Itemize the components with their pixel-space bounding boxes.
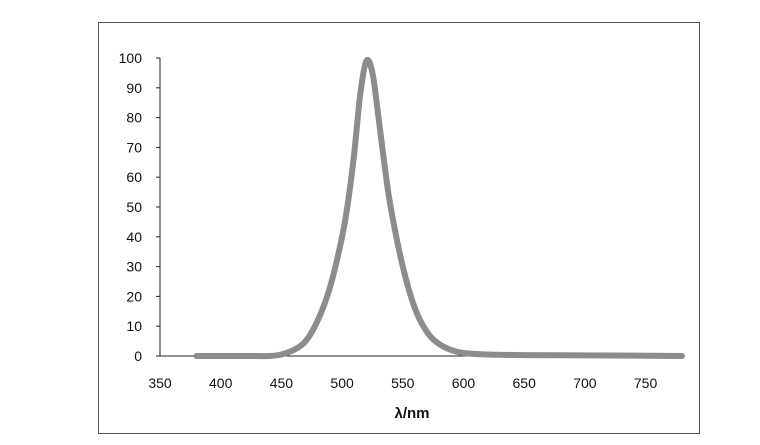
x-tick-label: 350 [148,375,172,391]
y-tick-label: 90 [126,80,142,96]
x-tick-label: 450 [270,375,294,391]
y-tick-label: 20 [126,288,142,304]
y-tick-label: 80 [126,110,142,126]
x-axis-title: λ/nm [394,405,429,422]
x-tick-label: 750 [634,375,658,391]
x-axis: 350 400 450 500 550 600 650 700 750 [148,355,682,391]
series-line-0 [193,57,685,360]
x-tick-label: 400 [209,375,233,391]
x-tick-label: 600 [452,375,476,391]
x-tick-label: 700 [573,375,597,391]
y-tick-label: 40 [126,229,142,245]
chart-frame [98,22,700,434]
series-group [193,57,685,360]
x-tick-label: 650 [513,375,537,391]
y-tick-label: 30 [126,259,142,275]
y-tick-label: 0 [134,348,142,364]
y-tick-label: 50 [126,199,142,215]
y-tick-label: 70 [126,139,142,155]
y-tick-label: 10 [126,318,142,334]
y-axis: 0 10 20 30 40 50 60 70 80 90 100 [119,50,161,364]
y-tick-label: 100 [119,50,143,66]
x-tick-label: 550 [391,375,415,391]
x-tick-label: 500 [330,375,354,391]
y-tick-label: 60 [126,169,142,185]
